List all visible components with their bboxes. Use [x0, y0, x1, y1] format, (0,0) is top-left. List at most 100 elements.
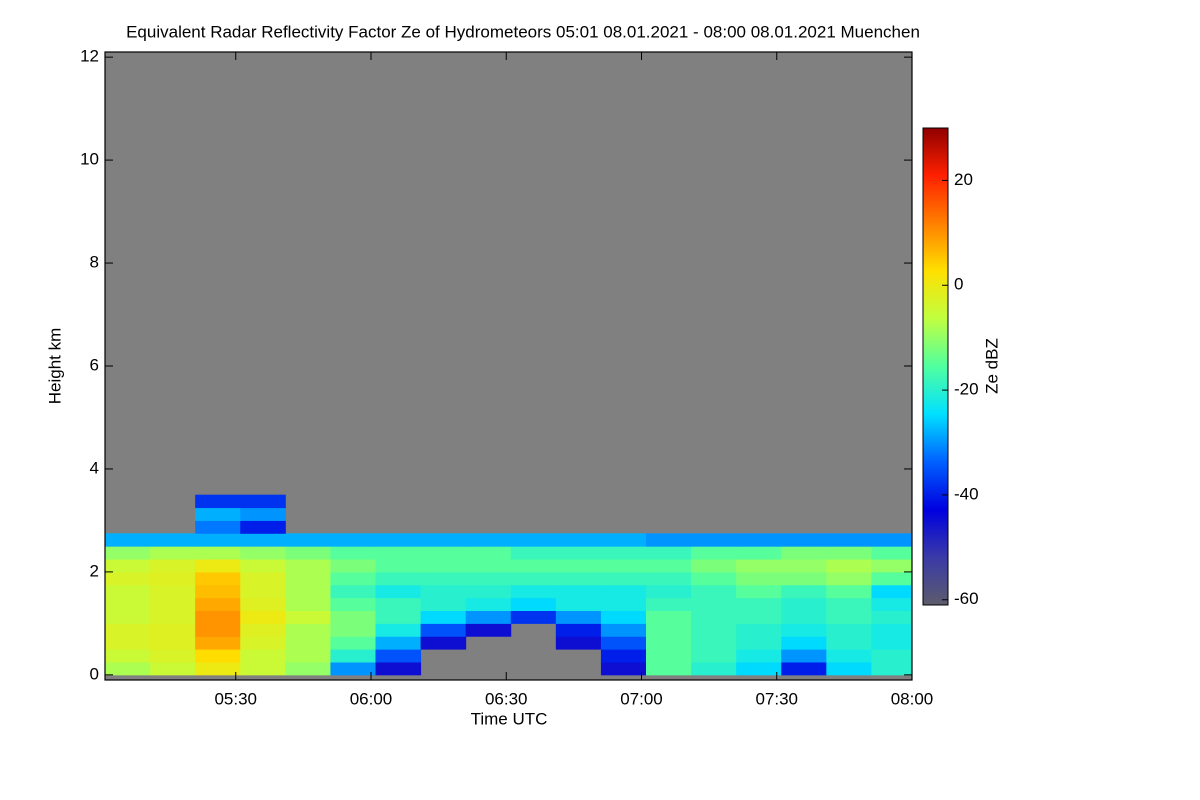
heat-cell: [691, 649, 737, 663]
heat-cell: [240, 494, 286, 509]
heat-cell: [195, 610, 241, 624]
heat-cell: [420, 584, 467, 599]
heat-cell: [646, 559, 692, 573]
heat-cell: [195, 507, 241, 521]
heat-cell: [871, 636, 912, 650]
heat-cell: [285, 546, 331, 560]
y-axis-label: Height km: [45, 328, 64, 405]
heat-cell: [375, 623, 422, 637]
y-tick-label: 4: [90, 458, 99, 477]
heat-cell: [600, 546, 647, 560]
heat-cell: [285, 597, 331, 612]
heat-cell: [646, 623, 692, 637]
heat-cell: [105, 636, 151, 650]
x-tick-label: 07:30: [755, 689, 798, 708]
heat-cell: [375, 597, 422, 612]
heat-cell: [691, 597, 737, 612]
heat-cell: [555, 546, 602, 560]
heat-cell: [510, 571, 557, 586]
heat-cell: [871, 533, 912, 547]
heat-cell: [691, 636, 737, 650]
heat-cell: [646, 571, 692, 586]
heat-cell: [285, 584, 331, 599]
heat-cell: [555, 636, 602, 650]
heat-cell: [781, 559, 827, 573]
heat-cell: [420, 597, 467, 612]
heat-cell: [420, 636, 467, 650]
heat-cell: [285, 636, 331, 650]
heat-cell: [105, 546, 151, 560]
heat-cell: [330, 623, 377, 637]
heat-cell: [375, 661, 422, 676]
heat-cell: [420, 559, 467, 573]
heat-cell: [600, 559, 647, 573]
heat-cell: [555, 533, 602, 547]
heat-cell: [195, 649, 241, 663]
heat-cell: [871, 623, 912, 637]
heat-cell: [375, 546, 422, 560]
colorbar-label: Ze dBZ: [982, 338, 1001, 394]
heat-cell: [240, 546, 286, 560]
heat-cell: [600, 661, 647, 676]
heat-cell: [871, 610, 912, 624]
heat-cell: [691, 533, 737, 547]
x-axis-label: Time UTC: [471, 709, 548, 728]
heat-cell: [510, 546, 557, 560]
heat-cell: [240, 571, 286, 586]
heat-cell: [736, 649, 782, 663]
heat-cell: [195, 597, 241, 612]
heat-cell: [465, 533, 512, 547]
heat-cell: [465, 559, 512, 573]
heat-cell: [691, 584, 737, 599]
heat-cell: [150, 533, 196, 547]
heat-cell: [736, 623, 782, 637]
heat-cell: [195, 571, 241, 586]
heat-cell: [195, 661, 241, 676]
heat-cell: [871, 559, 912, 573]
heat-cell: [375, 610, 422, 624]
heat-cell: [736, 584, 782, 599]
x-tick-label: 06:00: [350, 689, 393, 708]
heat-cell: [600, 597, 647, 612]
heat-cell: [330, 584, 377, 599]
y-tick-label: 0: [90, 664, 99, 683]
heat-cell: [510, 610, 557, 624]
heat-cell: [600, 571, 647, 586]
heat-cell: [736, 571, 782, 586]
heat-cell: [420, 571, 467, 586]
heat-cell: [105, 661, 151, 676]
heat-cell: [691, 623, 737, 637]
heat-cell: [105, 571, 151, 586]
heat-cell: [195, 636, 241, 650]
colorbar-tick-label: -40: [954, 484, 979, 503]
heat-cell: [826, 649, 872, 663]
heat-cell: [646, 649, 692, 663]
heat-cell: [781, 546, 827, 560]
heat-cell: [510, 597, 557, 612]
x-tick-label: 06:30: [485, 689, 528, 708]
heat-cell: [240, 520, 286, 534]
heat-cell: [285, 649, 331, 663]
y-tick-label: 10: [80, 150, 99, 169]
heat-cell: [195, 546, 241, 560]
heat-cell: [150, 610, 196, 624]
heat-cell: [240, 533, 286, 547]
heat-cell: [195, 533, 241, 547]
heat-cell: [600, 636, 647, 650]
heat-cell: [826, 636, 872, 650]
y-tick-label: 2: [90, 561, 99, 580]
heat-cell: [871, 546, 912, 560]
heat-cell: [600, 623, 647, 637]
heat-cell: [871, 584, 912, 599]
heat-cell: [646, 661, 692, 676]
heat-cell: [781, 533, 827, 547]
heat-cell: [105, 584, 151, 599]
heat-cell: [781, 597, 827, 612]
heat-cell: [826, 546, 872, 560]
heat-cell: [465, 584, 512, 599]
cells: [105, 494, 912, 676]
heat-cell: [691, 610, 737, 624]
heat-cell: [330, 546, 377, 560]
heat-cell: [105, 623, 151, 637]
heat-cell: [240, 584, 286, 599]
